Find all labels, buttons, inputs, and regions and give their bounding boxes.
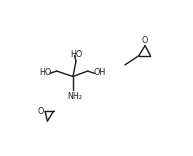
- Text: OH: OH: [93, 68, 105, 77]
- Text: O: O: [38, 107, 44, 116]
- Text: O: O: [142, 36, 148, 45]
- Text: NH₂: NH₂: [67, 92, 82, 101]
- Text: HO: HO: [70, 50, 82, 59]
- Text: HO: HO: [39, 68, 51, 77]
